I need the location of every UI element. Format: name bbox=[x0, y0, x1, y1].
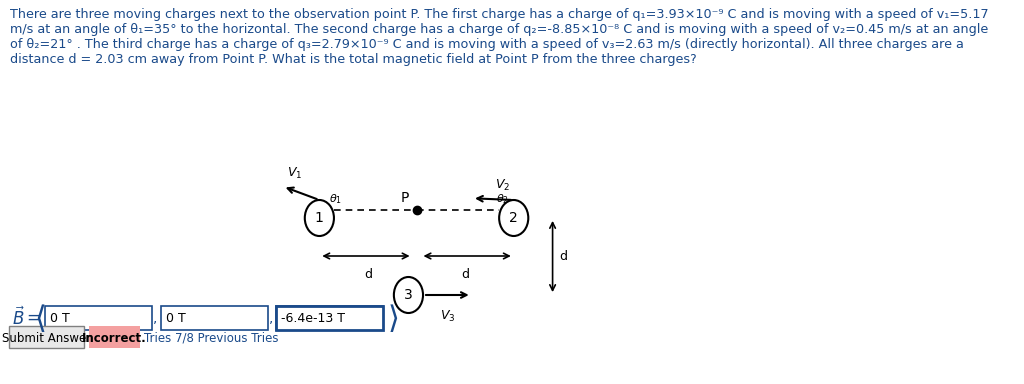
Text: -6.4e-13 T: -6.4e-13 T bbox=[282, 311, 345, 324]
Text: d: d bbox=[559, 250, 567, 263]
FancyBboxPatch shape bbox=[89, 326, 140, 348]
Text: ,: , bbox=[269, 311, 273, 325]
Text: 1: 1 bbox=[315, 211, 324, 225]
Text: Incorrect.: Incorrect. bbox=[82, 331, 146, 344]
Text: 0 T: 0 T bbox=[166, 311, 185, 324]
Text: d: d bbox=[461, 268, 469, 281]
Text: $\theta_2$: $\theta_2$ bbox=[496, 192, 509, 206]
FancyBboxPatch shape bbox=[161, 306, 267, 330]
Text: $\vec{B}$: $\vec{B}$ bbox=[11, 307, 25, 329]
FancyBboxPatch shape bbox=[9, 326, 84, 348]
Text: 3: 3 bbox=[404, 288, 413, 302]
FancyBboxPatch shape bbox=[45, 306, 152, 330]
Text: $\theta_1$: $\theta_1$ bbox=[329, 192, 342, 206]
Text: 0 T: 0 T bbox=[50, 311, 70, 324]
Text: $V_2$: $V_2$ bbox=[495, 178, 510, 193]
Text: $V_1$: $V_1$ bbox=[287, 166, 302, 182]
Text: There are three moving charges next to the observation point P. The first charge: There are three moving charges next to t… bbox=[10, 8, 988, 66]
Text: Submit Answer: Submit Answer bbox=[2, 331, 91, 344]
Text: =: = bbox=[27, 309, 40, 327]
FancyBboxPatch shape bbox=[276, 306, 383, 330]
Text: Tries 7/8 Previous Tries: Tries 7/8 Previous Tries bbox=[144, 331, 279, 344]
Text: $V_3$: $V_3$ bbox=[439, 309, 455, 324]
Text: $\rangle$: $\rangle$ bbox=[387, 302, 397, 334]
Text: d: d bbox=[364, 268, 372, 281]
Text: 2: 2 bbox=[509, 211, 518, 225]
FancyBboxPatch shape bbox=[276, 306, 383, 330]
Text: $\langle$: $\langle$ bbox=[35, 302, 46, 334]
Text: ,: , bbox=[154, 311, 158, 325]
Text: P: P bbox=[401, 191, 410, 205]
